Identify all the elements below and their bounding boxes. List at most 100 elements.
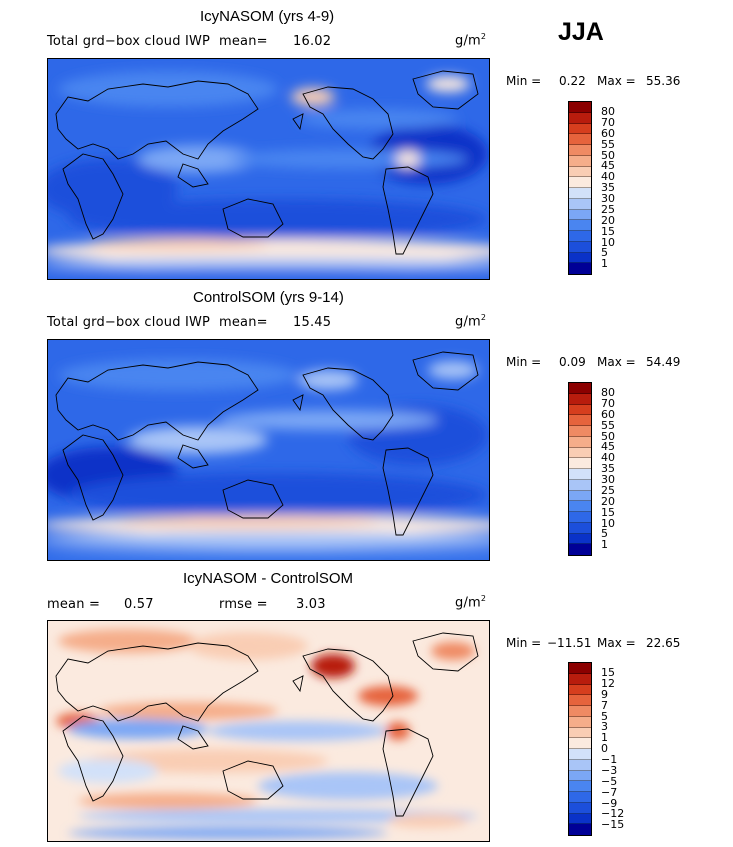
colorbar-tick-label: 55	[601, 137, 615, 151]
colorbar-tick-label: −15	[601, 818, 625, 832]
colorbar-tick-label: 5	[601, 527, 608, 541]
panel-1-variable: Total grd−box cloud IWP	[47, 34, 211, 49]
panel-2-map	[47, 339, 490, 561]
colorbar-segment	[569, 716, 591, 728]
colorbar-tick-label: −1	[601, 753, 618, 766]
colorbar-segment	[569, 533, 591, 545]
colorbar-segment	[569, 781, 591, 792]
panel-2-max-label: Max =	[597, 355, 636, 369]
colorbar-segment	[569, 522, 591, 534]
colorbar-tick-label: −3	[601, 763, 618, 777]
colorbar-segment	[569, 220, 591, 231]
panel-3-rmse-value: 3.03	[296, 597, 326, 612]
colorbar-tick-label: 40	[601, 451, 615, 465]
panel-2-coastlines	[55, 351, 479, 536]
panel-2-variable: Total grd−box cloud IWP	[47, 315, 211, 330]
colorbar-segment	[569, 727, 591, 739]
panel-3-coastlines	[55, 632, 479, 817]
colorbar-segment	[569, 663, 591, 674]
colorbar-tick-label: 50	[601, 148, 615, 162]
colorbar-segment	[569, 738, 591, 749]
colorbar-segment	[569, 695, 591, 706]
colorbar-segment	[569, 252, 591, 264]
panel-3-map-field	[48, 621, 489, 841]
colorbar-tick-label: 20	[601, 213, 615, 227]
panel-3-mean-value: 0.57	[124, 597, 154, 612]
colorbar-segment	[569, 198, 591, 210]
panel-1-max-label: Max =	[597, 74, 636, 88]
panel-1-mean-label: mean=	[219, 34, 268, 49]
panel-2-min-value: 0.09	[559, 355, 586, 369]
colorbar-segment	[569, 383, 591, 394]
colorbar-segment	[569, 188, 591, 199]
colorbar-segment	[569, 102, 591, 113]
colorbar-segment	[569, 479, 591, 491]
colorbar-tick-label: −12	[601, 807, 625, 821]
panel-1-colorbar-labels: 80 70 60 55 50 45 40 35 30 25 20 15 10 5 1	[601, 106, 641, 276]
season-label: JJA	[558, 18, 604, 46]
colorbar-segment	[569, 684, 591, 696]
panel-2-max-value: 54.49	[646, 355, 681, 369]
panel-3-min-label: Min =	[506, 636, 542, 650]
colorbar-tick-label: −9	[601, 796, 618, 810]
colorbar-segment	[569, 209, 591, 221]
panel-3-max-label: Max =	[597, 636, 636, 650]
colorbar-segment	[569, 155, 591, 167]
panel-1-units: g/m2	[455, 32, 487, 49]
colorbar-tick-label: 80	[601, 105, 615, 118]
colorbar-segment	[569, 447, 591, 459]
colorbar-tick-label: 55	[601, 418, 615, 432]
colorbar-tick-label: 10	[601, 235, 615, 249]
colorbar-segment	[569, 123, 591, 135]
colorbar-tick-label: 35	[601, 181, 615, 195]
panel-3-rmse-label: rmse =	[219, 597, 268, 612]
colorbar-tick-label: 15	[601, 505, 615, 519]
panel-3-min-value: −11.51	[547, 636, 592, 650]
colorbar-segment	[569, 770, 591, 782]
panel-1-min-value: 0.22	[559, 74, 586, 88]
colorbar-tick-label: 25	[601, 483, 615, 497]
colorbar-segment	[569, 706, 591, 717]
colorbar-tick-label: 12	[601, 676, 615, 690]
panel-3-map	[47, 620, 490, 842]
colorbar-segment	[569, 512, 591, 523]
colorbar-segment	[569, 813, 591, 825]
panel-3-colorbar	[568, 662, 592, 836]
colorbar-tick-label: 25	[601, 202, 615, 216]
colorbar-tick-label: 10	[601, 516, 615, 530]
colorbar-tick-label: 70	[601, 396, 615, 410]
panel-2-colorbar	[568, 382, 592, 556]
colorbar-segment	[569, 404, 591, 416]
colorbar-segment	[569, 749, 591, 760]
colorbar-segment	[569, 426, 591, 437]
colorbar-tick-label: −5	[601, 774, 618, 788]
colorbar-segment	[569, 458, 591, 469]
panel-1-map	[47, 58, 490, 280]
colorbar-segment	[569, 673, 591, 685]
panel-2-mean-label: mean=	[219, 315, 268, 330]
colorbar-segment	[569, 177, 591, 188]
panel-2-mean-value: 15.45	[293, 315, 332, 330]
panel-1-mean-value: 16.02	[293, 34, 332, 49]
colorbar-segment	[569, 134, 591, 145]
colorbar-tick-label: 1	[601, 538, 608, 552]
colorbar-tick-label: 5	[601, 709, 608, 723]
colorbar-segment	[569, 501, 591, 512]
panel-2-title: ControlSOM (yrs 9-14)	[193, 289, 344, 306]
colorbar-segment	[569, 469, 591, 480]
panel-1-map-field	[48, 59, 489, 279]
colorbar-tick-label: 3	[601, 720, 608, 734]
colorbar-tick-label: 45	[601, 159, 615, 173]
panel-2-colorbar-labels: 80 70 60 55 50 45 40 35 30 25 20 15 10 5 1	[601, 387, 641, 557]
colorbar-tick-label: 15	[601, 666, 615, 679]
colorbar-segment	[569, 263, 591, 274]
colorbar-segment	[569, 415, 591, 426]
colorbar-tick-label: 0	[601, 742, 608, 756]
colorbar-tick-label: 30	[601, 473, 615, 486]
colorbar-tick-label: 20	[601, 494, 615, 508]
colorbar-tick-label: 5	[601, 246, 608, 260]
colorbar-tick-label: 15	[601, 224, 615, 238]
colorbar-tick-label: 60	[601, 126, 615, 140]
panel-2-units: g/m2	[455, 313, 487, 330]
colorbar-segment	[569, 544, 591, 555]
